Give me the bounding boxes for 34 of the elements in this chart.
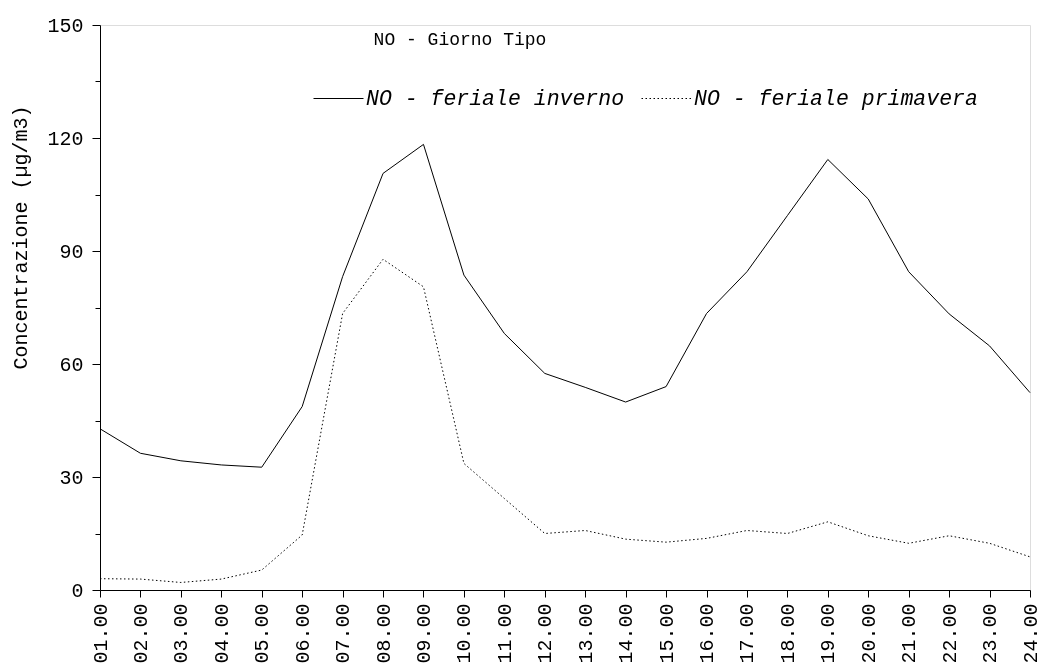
x-tick-label: 15.00	[655, 603, 679, 664]
x-tick-label: 21.00	[898, 603, 922, 664]
x-tick-label: 08.00	[372, 603, 396, 664]
x-tick-label: 14.00	[615, 603, 639, 664]
x-tick-label: 18.00	[776, 603, 800, 664]
y-tick-label: 60	[59, 353, 84, 377]
y-tick-label: 150	[47, 14, 84, 38]
x-tick-label: 01.00	[89, 603, 113, 664]
y-tick-label: 0	[71, 579, 84, 603]
x-tick-label: 12.00	[534, 603, 558, 664]
x-tick-label: 17.00	[736, 603, 760, 664]
x-tick-label: 20.00	[857, 603, 881, 664]
x-tick-label: 23.00	[979, 603, 1003, 664]
x-tick-label: 05.00	[251, 603, 275, 664]
y-axis-title: Concentrazione (µg/m3)	[9, 105, 33, 370]
x-tick-label: 09.00	[412, 603, 436, 664]
x-tick-label: 06.00	[291, 603, 315, 664]
x-tick-label: 11.00	[493, 603, 517, 664]
chart-title: NO - Giorno Tipo	[373, 30, 547, 50]
y-tick-label: 90	[59, 240, 84, 264]
x-tick-label: 07.00	[332, 603, 356, 664]
x-tick-label: 02.00	[129, 603, 153, 664]
legend-label: NO - feriale inverno	[366, 86, 625, 111]
y-tick-label: 30	[59, 466, 84, 490]
x-tick-label: 22.00	[938, 603, 962, 664]
x-tick-label: 24.00	[1019, 603, 1038, 664]
y-tick-label: 120	[47, 127, 84, 151]
x-tick-label: 13.00	[574, 603, 598, 664]
x-tick-label: 04.00	[210, 603, 234, 664]
x-tick-label: 03.00	[170, 603, 194, 664]
x-tick-label: 16.00	[696, 603, 720, 664]
x-tick-label: 19.00	[817, 603, 841, 664]
x-tick-label: 10.00	[453, 603, 477, 664]
legend-label: NO - feriale primavera	[694, 86, 978, 111]
